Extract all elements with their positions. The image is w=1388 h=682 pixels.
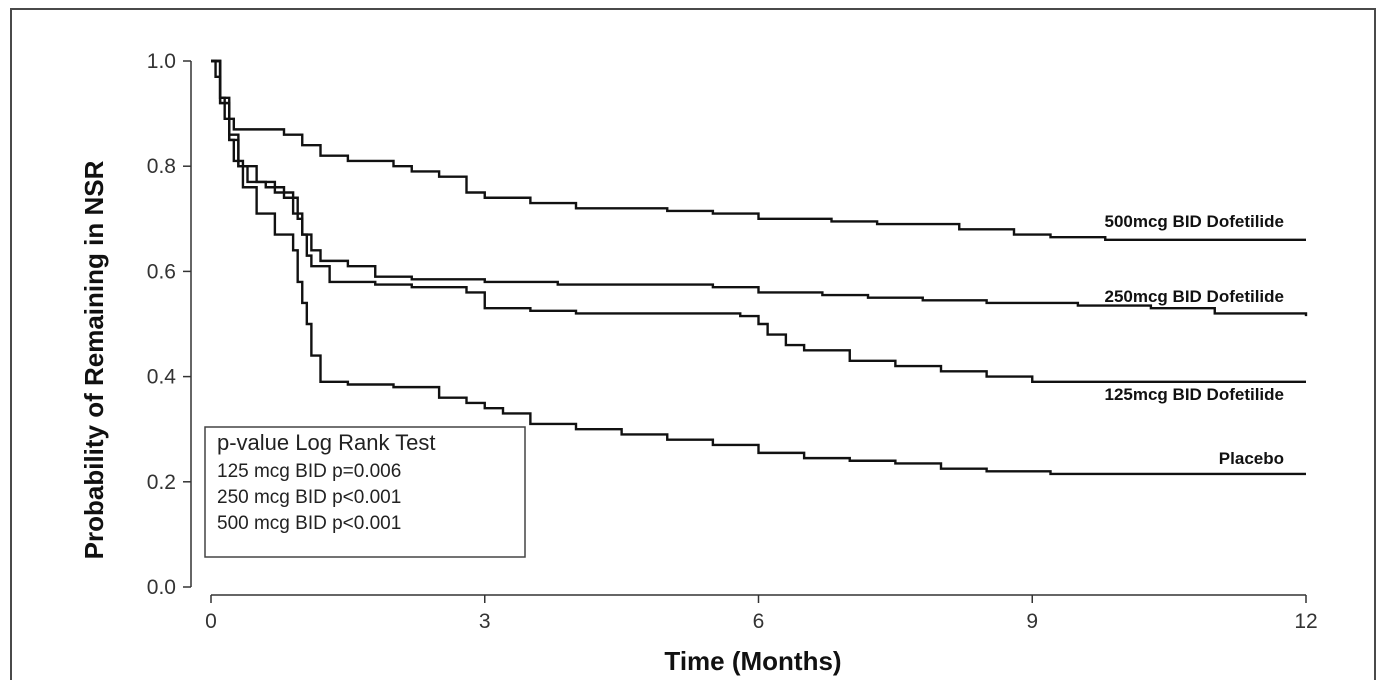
- x-tick-label: 12: [1294, 610, 1317, 633]
- x-tick-label: 9: [1026, 610, 1038, 633]
- series-line: [211, 59, 1306, 384]
- series-labels: 500mcg BID Dofetilide 250mcg BID Dofetili…: [1105, 212, 1285, 468]
- axis-ticks: 0.0 0.2 0.4 0.6 0.8 1.0 0 3 6 9 12: [147, 50, 1318, 633]
- y-tick-label: 1.0: [147, 50, 176, 73]
- legend-entry: 125 mcg BID p=0.006: [217, 461, 401, 482]
- x-tick-label: 3: [479, 610, 491, 633]
- series-label: 125mcg BID Dofetilide: [1105, 385, 1285, 404]
- series-label: 250mcg BID Dofetilide: [1105, 287, 1285, 306]
- legend-title: p-value Log Rank Test: [217, 430, 436, 455]
- legend-border: [204, 426, 526, 558]
- x-tick-label: 6: [753, 610, 765, 633]
- legend-entry: 250 mcg BID p<0.001: [217, 487, 401, 508]
- y-tick-label: 0.2: [147, 471, 176, 494]
- series-label: 500mcg BID Dofetilide: [1105, 212, 1285, 231]
- series-line: [211, 59, 1306, 476]
- series-line: [211, 59, 1308, 317]
- y-axis-title: Probability of Remaining in NSR: [79, 160, 109, 559]
- chart-series: [211, 59, 1308, 476]
- y-tick-label: 0.4: [147, 366, 177, 389]
- x-axis-title: Time (Months): [664, 646, 841, 676]
- y-tick-label: 0.8: [147, 155, 176, 178]
- x-tick-label: 0: [205, 610, 217, 633]
- series-label: Placebo: [1219, 449, 1284, 468]
- chart-frame: [10, 8, 1376, 680]
- legend-entry: 500 mcg BID p<0.001: [217, 513, 401, 534]
- y-tick-label: 0.0: [147, 576, 176, 599]
- legend-box: p-value Log Rank Test 125 mcg BID p=0.00…: [204, 426, 526, 558]
- series-line: [211, 59, 1306, 242]
- y-tick-label: 0.6: [147, 260, 176, 283]
